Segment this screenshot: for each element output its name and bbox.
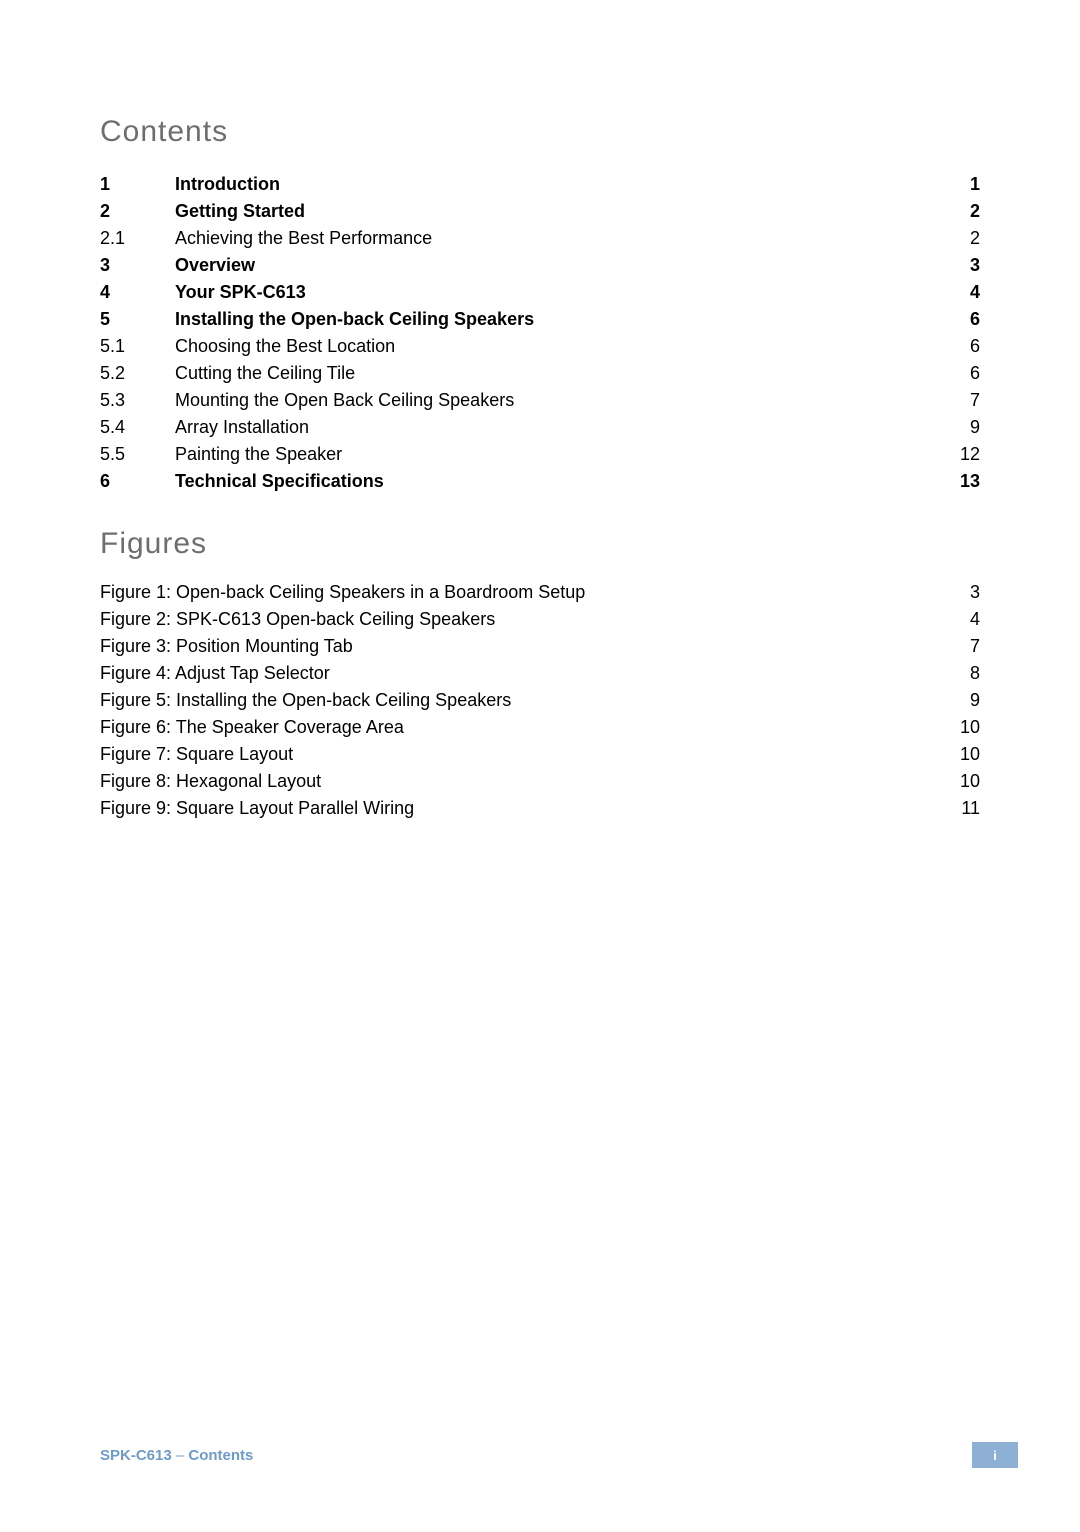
figure-title: Figure 8: Hexagonal Layout <box>100 768 940 795</box>
figure-page: 10 <box>940 768 980 795</box>
figures-heading: Figures <box>100 527 980 561</box>
page-number-badge: i <box>972 1442 1018 1468</box>
figure-title: Figure 9: Square Layout Parallel Wiring <box>100 795 940 822</box>
figure-row: Figure 5: Installing the Open-back Ceili… <box>100 687 980 714</box>
toc-number: 2 <box>100 198 175 225</box>
toc-row: 1Introduction1 <box>100 171 980 198</box>
figure-page: 8 <box>940 660 980 687</box>
toc-number: 5 <box>100 306 175 333</box>
toc-number: 5.4 <box>100 414 175 441</box>
toc-page: 4 <box>940 279 980 306</box>
figure-page: 9 <box>940 687 980 714</box>
toc-row: 5.2Cutting the Ceiling Tile6 <box>100 360 980 387</box>
figure-row: Figure 7: Square Layout10 <box>100 741 980 768</box>
toc-title: Cutting the Ceiling Tile <box>175 360 940 387</box>
toc-page: 2 <box>940 225 980 252</box>
table-of-contents: 1Introduction12Getting Started22.1Achiev… <box>100 171 980 495</box>
toc-number: 2.1 <box>100 225 175 252</box>
toc-row: 5Installing the Open-back Ceiling Speake… <box>100 306 980 333</box>
toc-page: 2 <box>940 198 980 225</box>
toc-page: 7 <box>940 387 980 414</box>
toc-page: 13 <box>940 468 980 495</box>
toc-row: 3Overview3 <box>100 252 980 279</box>
toc-number: 6 <box>100 468 175 495</box>
footer-section: Contents <box>188 1447 253 1464</box>
footer-product: SPK-C613 <box>100 1447 172 1464</box>
list-of-figures: Figure 1: Open-back Ceiling Speakers in … <box>100 579 980 822</box>
figure-row: Figure 3: Position Mounting Tab7 <box>100 633 980 660</box>
toc-title: Overview <box>175 252 940 279</box>
toc-page: 9 <box>940 414 980 441</box>
figure-page: 11 <box>940 795 980 822</box>
toc-number: 3 <box>100 252 175 279</box>
toc-row: 5.5Painting the Speaker12 <box>100 441 980 468</box>
figure-title: Figure 1: Open-back Ceiling Speakers in … <box>100 579 940 606</box>
toc-number: 5.5 <box>100 441 175 468</box>
toc-title: Mounting the Open Back Ceiling Speakers <box>175 387 940 414</box>
toc-row: 2Getting Started2 <box>100 198 980 225</box>
toc-page: 12 <box>940 441 980 468</box>
toc-title: Your SPK-C613 <box>175 279 940 306</box>
toc-row: 4Your SPK-C6134 <box>100 279 980 306</box>
toc-row: 6Technical Specifications13 <box>100 468 980 495</box>
figure-title: Figure 4: Adjust Tap Selector <box>100 660 940 687</box>
figure-page: 4 <box>940 606 980 633</box>
figure-title: Figure 5: Installing the Open-back Ceili… <box>100 687 940 714</box>
figure-title: Figure 6: The Speaker Coverage Area <box>100 714 940 741</box>
toc-page: 3 <box>940 252 980 279</box>
figure-row: Figure 9: Square Layout Parallel Wiring1… <box>100 795 980 822</box>
footer-breadcrumb: SPK-C613 – Contents <box>100 1447 253 1464</box>
toc-page: 6 <box>940 360 980 387</box>
figure-row: Figure 2: SPK-C613 Open-back Ceiling Spe… <box>100 606 980 633</box>
figure-row: Figure 8: Hexagonal Layout10 <box>100 768 980 795</box>
figure-row: Figure 1: Open-back Ceiling Speakers in … <box>100 579 980 606</box>
toc-number: 5.3 <box>100 387 175 414</box>
toc-title: Getting Started <box>175 198 940 225</box>
figure-title: Figure 2: SPK-C613 Open-back Ceiling Spe… <box>100 606 940 633</box>
toc-title: Technical Specifications <box>175 468 940 495</box>
toc-row: 5.3Mounting the Open Back Ceiling Speake… <box>100 387 980 414</box>
figure-page: 10 <box>940 741 980 768</box>
toc-title: Array Installation <box>175 414 940 441</box>
contents-heading: Contents <box>100 115 980 149</box>
footer-separator: – <box>172 1447 189 1464</box>
toc-page: 6 <box>940 306 980 333</box>
toc-row: 5.1Choosing the Best Location6 <box>100 333 980 360</box>
toc-number: 5.1 <box>100 333 175 360</box>
toc-page: 1 <box>940 171 980 198</box>
toc-number: 4 <box>100 279 175 306</box>
figure-row: Figure 6: The Speaker Coverage Area10 <box>100 714 980 741</box>
page-content: Contents 1Introduction12Getting Started2… <box>0 0 1080 822</box>
toc-number: 1 <box>100 171 175 198</box>
toc-number: 5.2 <box>100 360 175 387</box>
toc-title: Introduction <box>175 171 940 198</box>
toc-title: Achieving the Best Performance <box>175 225 940 252</box>
figure-page: 7 <box>940 633 980 660</box>
toc-title: Choosing the Best Location <box>175 333 940 360</box>
page-footer: SPK-C613 – Contents i <box>100 1442 1018 1468</box>
figure-page: 10 <box>940 714 980 741</box>
toc-row: 5.4Array Installation9 <box>100 414 980 441</box>
figure-page: 3 <box>940 579 980 606</box>
toc-title: Installing the Open-back Ceiling Speaker… <box>175 306 940 333</box>
figure-title: Figure 7: Square Layout <box>100 741 940 768</box>
toc-page: 6 <box>940 333 980 360</box>
figure-row: Figure 4: Adjust Tap Selector8 <box>100 660 980 687</box>
toc-title: Painting the Speaker <box>175 441 940 468</box>
figure-title: Figure 3: Position Mounting Tab <box>100 633 940 660</box>
toc-row: 2.1Achieving the Best Performance2 <box>100 225 980 252</box>
